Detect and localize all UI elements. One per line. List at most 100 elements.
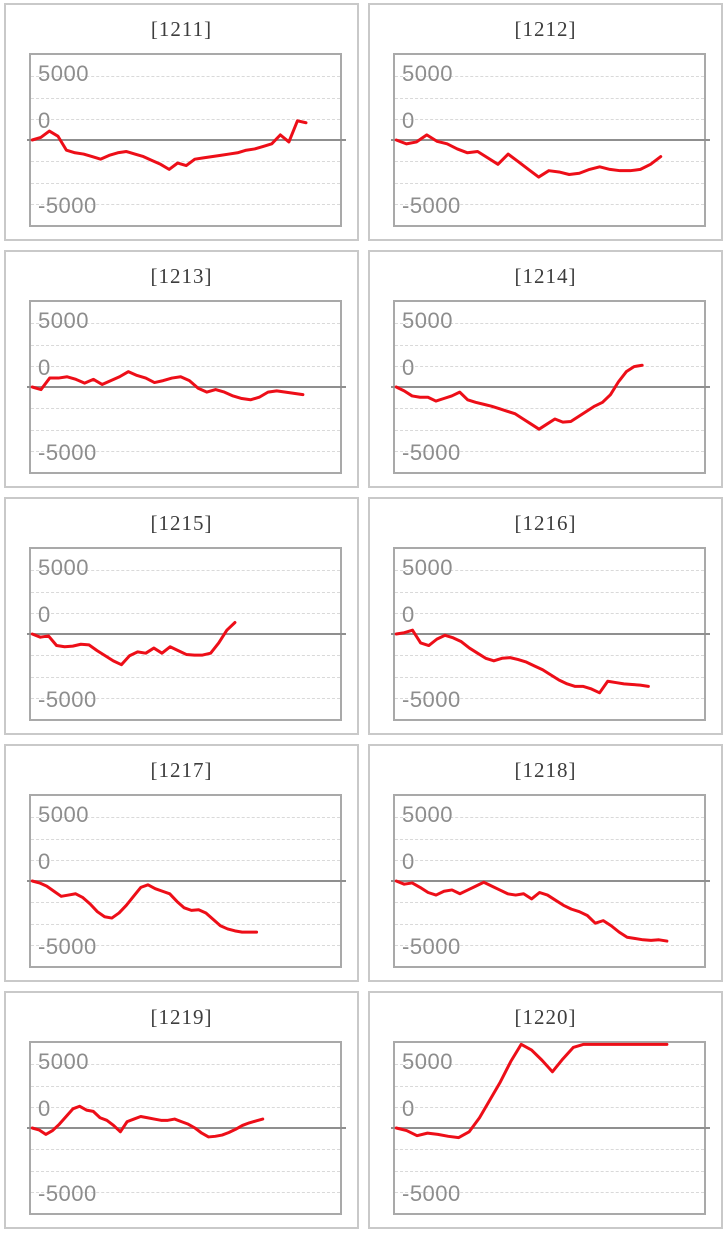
gridline <box>395 570 704 572</box>
gridline <box>395 323 704 325</box>
gridline <box>31 97 340 99</box>
series-polyline <box>396 630 648 693</box>
plot-area: 5000 0 -5000 <box>27 1041 346 1215</box>
chart-panel: [1211] 5000 0 -5000 <box>4 3 359 241</box>
y-tick-label: -5000 <box>38 687 97 713</box>
gridline <box>395 676 704 678</box>
series-polyline <box>32 881 256 932</box>
zero-axis-line <box>27 633 346 635</box>
plot-inner: 5000 0 -5000 <box>27 1043 346 1213</box>
zero-axis-line <box>27 880 346 882</box>
gridline <box>31 118 340 120</box>
y-tick-label: 0 <box>402 1096 415 1122</box>
y-tick-label: 5000 <box>38 554 89 580</box>
gridline <box>31 450 340 452</box>
chart-title: [1218] <box>514 758 577 782</box>
gridline <box>395 76 704 78</box>
gridline <box>31 817 340 819</box>
gridline <box>31 838 340 840</box>
gridline <box>31 591 340 593</box>
plot-area: 5000 0 -5000 <box>27 53 346 227</box>
plot-inner: 5000 0 -5000 <box>391 55 710 225</box>
gridline <box>395 429 704 431</box>
gridline <box>31 344 340 346</box>
zero-axis-line <box>27 1127 346 1129</box>
series-line <box>31 302 340 472</box>
chart-title: [1211] <box>150 17 213 41</box>
zero-axis-line <box>391 880 710 882</box>
gridline <box>395 1191 704 1193</box>
zero-axis-line <box>391 386 710 388</box>
gridline <box>31 182 340 184</box>
y-tick-label: -5000 <box>38 934 97 960</box>
series-polyline <box>396 135 661 177</box>
plot-area: 5000 0 -5000 <box>391 1041 710 1215</box>
y-tick-label: -5000 <box>402 440 461 466</box>
plot-area: 5000 0 -5000 <box>27 300 346 474</box>
gridline <box>31 1170 340 1172</box>
gridline <box>395 450 704 452</box>
y-tick-label: 0 <box>402 355 415 381</box>
gridline <box>395 817 704 819</box>
y-tick-label: 5000 <box>38 60 89 86</box>
series-polyline <box>32 372 303 400</box>
gridline <box>395 203 704 205</box>
plot-area: 5000 0 -5000 <box>391 547 710 721</box>
gridline <box>395 902 704 904</box>
gridline <box>31 1149 340 1151</box>
plot-inner: 5000 0 -5000 <box>391 796 710 966</box>
y-tick-label: 5000 <box>402 554 453 580</box>
gridline <box>395 161 704 163</box>
series-polyline <box>396 365 642 429</box>
y-tick-label: 5000 <box>402 801 453 827</box>
gridline <box>395 365 704 367</box>
zero-axis-line <box>391 633 710 635</box>
gridline <box>395 859 704 861</box>
chart-title: [1219] <box>150 1005 213 1029</box>
series-line <box>31 55 340 225</box>
chart-title: [1212] <box>514 17 577 41</box>
y-tick-label: -5000 <box>402 934 461 960</box>
gridline <box>395 344 704 346</box>
series-line <box>31 1043 340 1213</box>
gridline <box>31 612 340 614</box>
plot-area: 5000 0 -5000 <box>27 547 346 721</box>
series-polyline <box>396 881 667 941</box>
gridline <box>395 697 704 699</box>
chart-panel: [1214] 5000 0 -5000 <box>368 250 723 488</box>
series-polyline <box>32 121 306 170</box>
gridline <box>395 612 704 614</box>
y-tick-label: 0 <box>38 1096 51 1122</box>
plot-inner: 5000 0 -5000 <box>391 549 710 719</box>
chart-panel: [1218] 5000 0 -5000 <box>368 744 723 982</box>
chart-panel: [1220] 5000 0 -5000 <box>368 991 723 1229</box>
plot-area: 5000 0 -5000 <box>391 794 710 968</box>
chart-panel: [1217] 5000 0 -5000 <box>4 744 359 982</box>
gridline <box>395 408 704 410</box>
y-tick-label: -5000 <box>402 193 461 219</box>
plot-inner: 5000 0 -5000 <box>27 55 346 225</box>
series-polyline <box>396 1044 667 1137</box>
gridline <box>31 944 340 946</box>
series-line <box>31 796 340 966</box>
plot-area: 5000 0 -5000 <box>27 794 346 968</box>
y-tick-label: 5000 <box>38 801 89 827</box>
y-tick-label: 5000 <box>38 1048 89 1074</box>
y-tick-label: 0 <box>402 602 415 628</box>
plot-inner: 5000 0 -5000 <box>27 302 346 472</box>
gridline <box>31 923 340 925</box>
gridline <box>395 838 704 840</box>
gridline <box>395 182 704 184</box>
chart-title: [1216] <box>514 511 577 535</box>
plot-area: 5000 0 -5000 <box>391 53 710 227</box>
chart-title: [1214] <box>514 264 577 288</box>
plot-area: 5000 0 -5000 <box>391 300 710 474</box>
series-line <box>395 302 704 472</box>
chart-panel: [1215] 5000 0 -5000 <box>4 497 359 735</box>
zero-axis-line <box>391 1127 710 1129</box>
zero-axis-line <box>27 386 346 388</box>
series-line <box>31 549 340 719</box>
gridline <box>395 923 704 925</box>
y-tick-label: 0 <box>38 849 51 875</box>
chart-panel: [1213] 5000 0 -5000 <box>4 250 359 488</box>
